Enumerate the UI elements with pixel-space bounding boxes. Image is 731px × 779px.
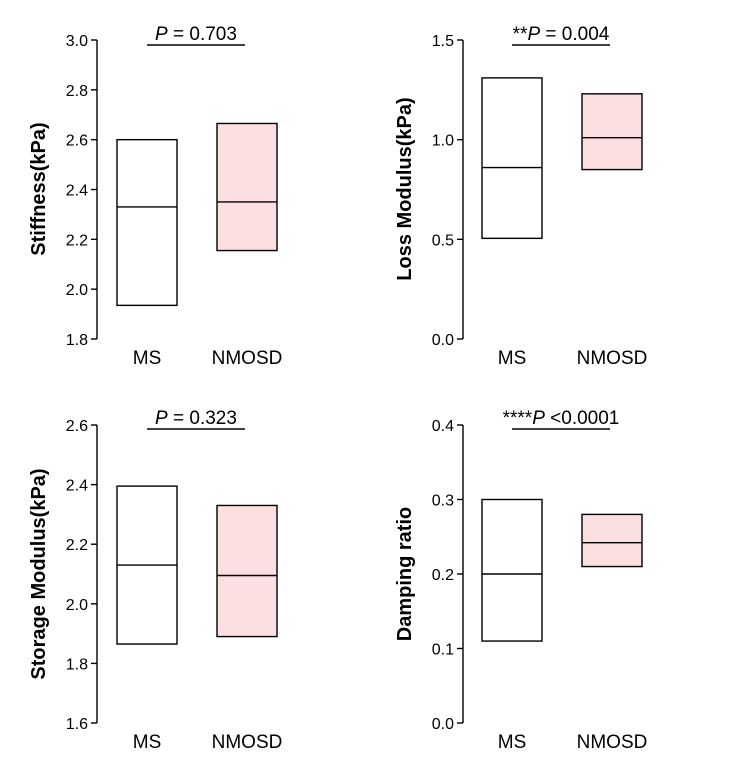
- box-ms: [116, 138, 178, 307]
- y-tick-label: 2.4: [66, 478, 88, 495]
- y-axis-title: Stiffness(kPa): [28, 122, 50, 255]
- category-label: NMOSD: [577, 732, 648, 753]
- y-tick-label: 1.8: [66, 656, 88, 673]
- significance-stars: **: [513, 24, 528, 45]
- category-label: MS: [133, 732, 162, 753]
- y-tick-label: 1.6: [66, 716, 88, 733]
- p-value-text: <0.0001: [545, 408, 620, 429]
- y-tick-label: 1.5: [432, 33, 454, 50]
- y-tick-label: 1.0: [432, 133, 454, 150]
- panel-damping: 0.0 0.1 0.2 0.3 0.4 Damping ratio MS NMOSD ****P…: [394, 408, 647, 753]
- category-label: MS: [498, 348, 527, 369]
- significance-stars: ****: [503, 408, 533, 429]
- y-axis-title: Loss Modulus(kPa): [394, 97, 416, 280]
- y-axis-title: Storage Modulus(kPa): [28, 468, 50, 679]
- p-symbol: P: [155, 408, 168, 429]
- box-ms: [481, 498, 543, 642]
- y-tick-label: 2.2: [66, 537, 88, 554]
- box-ms: [481, 77, 543, 240]
- category-label: NMOSD: [212, 348, 283, 369]
- y-tick-label: 0.3: [432, 493, 454, 510]
- box-nmosd: [581, 93, 643, 171]
- p-value-label: **P = 0.004: [513, 24, 610, 45]
- category-label: MS: [498, 732, 527, 753]
- box-nmosd: [216, 504, 278, 638]
- category-label: NMOSD: [577, 348, 648, 369]
- panel-loss: 0.0 0.5 1.0 1.5 Loss Modulus(kPa) MS NMOSD **P …: [394, 24, 647, 369]
- y-tick-label: 2.0: [66, 597, 88, 614]
- y-tick-label: 0.5: [432, 232, 454, 249]
- panel-storage: 1.6 1.8 2.0 2.2 2.4 2.6 Storage Modulus(kPa) MS…: [28, 408, 282, 753]
- y-tick-label: 0.4: [432, 418, 454, 435]
- y-tick-label: 0.2: [432, 567, 454, 584]
- y-tick-label: 0.1: [432, 642, 454, 659]
- p-value-text: = 0.004: [540, 24, 610, 45]
- y-tick-label: 2.2: [66, 232, 88, 249]
- p-symbol: P: [532, 408, 545, 429]
- y-tick-label: 3.0: [66, 33, 88, 50]
- p-value-text: = 0.703: [168, 24, 237, 45]
- p-symbol: P: [155, 24, 168, 45]
- y-tick-label: 0.0: [432, 332, 454, 349]
- y-tick-label: 2.6: [66, 133, 88, 150]
- y-tick-label: 2.4: [66, 183, 88, 200]
- y-tick-label: 0.0: [432, 716, 454, 733]
- p-value-label: ****P <0.0001: [503, 408, 620, 429]
- p-value-text: = 0.323: [168, 408, 237, 429]
- category-label: NMOSD: [212, 732, 283, 753]
- panel-stiffness: 1.8 2.0 2.2 2.4 2.6 2.8 3.0 Stiffness(kPa) MS NMO…: [28, 24, 282, 369]
- y-tick-label: 1.8: [66, 332, 88, 349]
- p-value-label: P = 0.323: [155, 408, 237, 429]
- y-tick-label: 2.0: [66, 282, 88, 299]
- box-nmosd: [216, 122, 278, 252]
- p-symbol: P: [527, 24, 540, 45]
- box-nmosd: [581, 513, 643, 568]
- y-tick-label: 2.6: [66, 418, 88, 435]
- y-axis-title: Damping ratio: [394, 507, 416, 641]
- category-label: MS: [133, 348, 162, 369]
- y-tick-label: 2.8: [66, 83, 88, 100]
- p-value-label: P = 0.703: [155, 24, 237, 45]
